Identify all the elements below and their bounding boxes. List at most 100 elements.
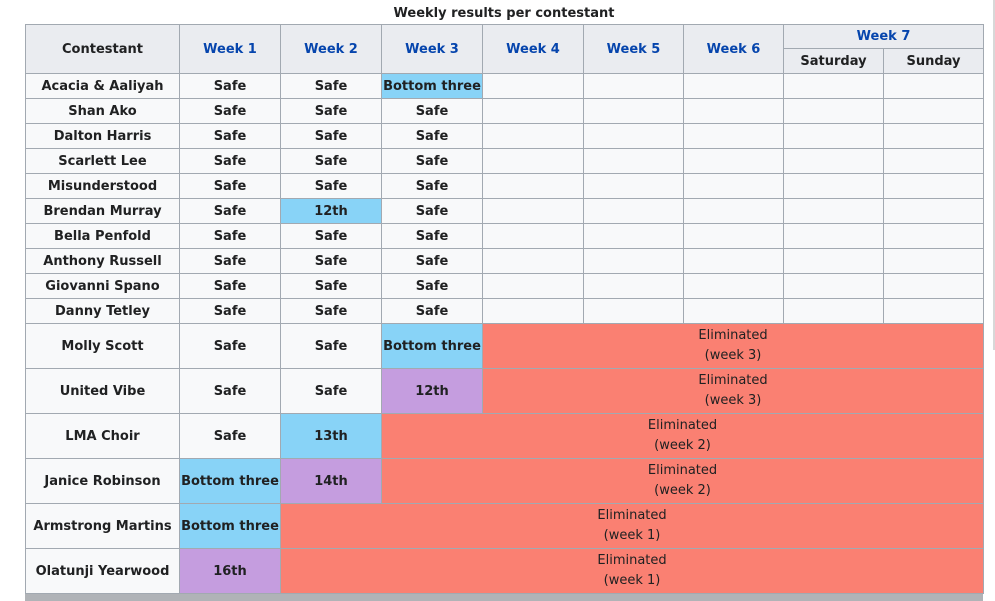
result-cell: Safe — [280, 173, 382, 199]
result-cell: Safe — [179, 298, 281, 324]
result-cell-rank: 12th — [381, 368, 483, 414]
empty-cell — [683, 98, 784, 124]
header-week-6[interactable]: Week 6 — [683, 24, 784, 74]
empty-cell — [683, 173, 784, 199]
contestant-name: Anthony Russell — [25, 248, 180, 274]
empty-cell — [482, 148, 584, 174]
result-cell: Safe — [179, 223, 281, 249]
table-row: Giovanni Spano Safe Safe Safe — [25, 273, 985, 299]
empty-cell — [783, 98, 884, 124]
contestant-name: Dalton Harris — [25, 123, 180, 149]
eliminated-week: (week 1) — [603, 528, 661, 543]
empty-cell — [882, 223, 985, 249]
result-cell: Safe — [280, 323, 382, 369]
empty-cell — [882, 73, 985, 99]
eliminated-label: Eliminated — [647, 418, 718, 433]
empty-cell — [882, 148, 985, 174]
results-table: Contestant Week 1 Week 2 Week 3 Week 4 W… — [25, 24, 985, 594]
table-row-eliminated: Molly Scott Safe Safe Bottom three Elimi… — [25, 323, 985, 369]
eliminated-label: Eliminated — [597, 508, 667, 523]
empty-cell — [482, 173, 584, 199]
result-cell: Safe — [179, 198, 281, 224]
result-cell: Safe — [179, 248, 281, 274]
empty-cell — [882, 298, 985, 324]
result-cell: Safe — [179, 368, 281, 414]
result-cell: Safe — [381, 273, 483, 299]
empty-cell — [683, 273, 784, 299]
contestant-name: Danny Tetley — [25, 298, 180, 324]
empty-cell — [583, 273, 684, 299]
empty-cell — [482, 198, 584, 224]
empty-cell — [683, 248, 784, 274]
header-sunday: Sunday — [882, 48, 985, 74]
eliminated-cell: Eliminated (week 1) — [279, 503, 985, 549]
eliminated-cell: Eliminated (week 3) — [481, 368, 985, 414]
header-week-4[interactable]: Week 4 — [482, 24, 584, 74]
header-week-7[interactable]: Week 7 — [782, 24, 985, 49]
empty-cell — [882, 123, 985, 149]
eliminated-cell: Eliminated (week 3) — [481, 323, 985, 369]
result-cell: Safe — [280, 73, 382, 99]
header-week-3[interactable]: Week 3 — [381, 24, 483, 74]
empty-cell — [783, 198, 884, 224]
empty-cell — [583, 123, 684, 149]
header-week-1[interactable]: Week 1 — [179, 24, 281, 74]
result-cell: Safe — [179, 148, 281, 174]
contestant-name: Giovanni Spano — [25, 273, 180, 299]
empty-cell — [882, 98, 985, 124]
result-cell: Safe — [381, 248, 483, 274]
header-week-5[interactable]: Week 5 — [583, 24, 684, 74]
vertical-scrollbar[interactable] — [993, 0, 995, 350]
table-row: Scarlett Lee Safe Safe Safe — [25, 148, 985, 174]
table-row-eliminated: LMA Choir Safe 13th Eliminated (week 2) — [25, 413, 985, 459]
contestant-name: United Vibe — [25, 368, 180, 414]
result-cell: Safe — [280, 298, 382, 324]
eliminated-cell: Eliminated (week 1) — [279, 548, 985, 594]
result-cell: Safe — [381, 198, 483, 224]
header-week-2[interactable]: Week 2 — [280, 24, 382, 74]
eliminated-week: (week 2) — [654, 438, 711, 453]
table-row-eliminated: United Vibe Safe Safe 12th Eliminated (we… — [25, 368, 985, 414]
empty-cell — [683, 223, 784, 249]
result-cell-bottom-three: Bottom three — [381, 323, 483, 369]
empty-cell — [583, 173, 684, 199]
empty-cell — [482, 273, 584, 299]
empty-cell — [683, 123, 784, 149]
empty-cell — [783, 123, 884, 149]
table-row: Bella Penfold Safe Safe Safe — [25, 223, 985, 249]
result-cell-bottom-three: Bottom three — [381, 73, 483, 99]
contestant-name: Scarlett Lee — [25, 148, 180, 174]
eliminated-label: Eliminated — [698, 328, 768, 343]
header-saturday: Saturday — [783, 48, 884, 74]
empty-cell — [482, 98, 584, 124]
contestant-name: Misunderstood — [25, 173, 180, 199]
result-cell: Safe — [280, 273, 382, 299]
empty-cell — [482, 73, 584, 99]
contestant-name: Bella Penfold — [25, 223, 180, 249]
empty-cell — [683, 73, 784, 99]
table-row: Shan Ako Safe Safe Safe — [25, 98, 985, 124]
contestant-name: Olatunji Yearwood — [25, 548, 180, 594]
result-cell: Safe — [280, 148, 382, 174]
eliminated-label: Eliminated — [597, 553, 667, 568]
result-cell: Safe — [179, 173, 281, 199]
table-row: Misunderstood Safe Safe Safe — [25, 173, 985, 199]
contestant-name: LMA Choir — [25, 413, 180, 459]
result-cell-rank: 16th — [179, 548, 281, 594]
result-cell: Safe — [179, 323, 281, 369]
eliminated-cell: Eliminated (week 2) — [380, 458, 985, 504]
eliminated-week: (week 3) — [704, 348, 762, 363]
eliminated-week: (week 3) — [704, 393, 762, 408]
contestant-name: Janice Robinson — [25, 458, 180, 504]
result-cell: Safe — [280, 223, 382, 249]
eliminated-label: Eliminated — [647, 463, 718, 478]
empty-cell — [482, 123, 584, 149]
table-row: Acacia & Aaliyah Safe Safe Bottom three — [25, 73, 985, 99]
result-cell: Safe — [179, 98, 281, 124]
empty-cell — [882, 173, 985, 199]
result-cell: Safe — [179, 273, 281, 299]
contestant-name: Shan Ako — [25, 98, 180, 124]
empty-cell — [683, 198, 784, 224]
horizontal-scrollbar[interactable] — [25, 594, 983, 601]
contestant-name: Molly Scott — [25, 323, 180, 369]
